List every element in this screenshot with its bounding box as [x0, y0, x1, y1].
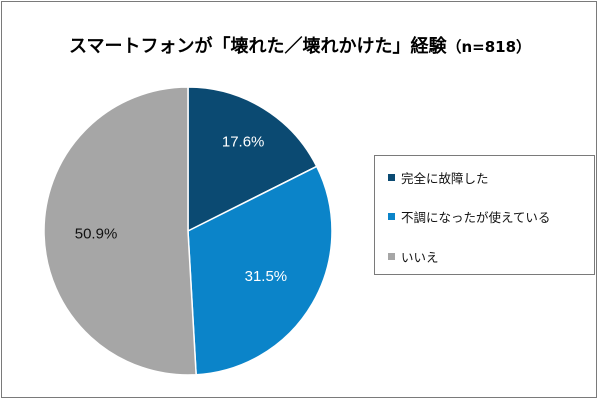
legend-item-2: 不調になったが使えている — [388, 207, 550, 225]
pie-slice-label-2: 31.5% — [245, 268, 288, 285]
pie-slice-3 — [43, 86, 197, 376]
chart-title: スマートフォンが「壊れた／壊れかけた」経験（n=818） — [2, 32, 598, 58]
pie-slice-2 — [187, 165, 333, 376]
chart-legend: 完全に故障した不調になったが使えている いいえ — [374, 155, 595, 275]
legend-label-3: いいえ — [401, 249, 439, 265]
legend-swatch-2 — [388, 212, 395, 220]
legend-item-3: いいえ — [388, 247, 439, 265]
chart-title-sample-size: （n=818） — [446, 38, 532, 56]
pie-slice-1 — [187, 86, 318, 233]
legend-swatch-1 — [388, 173, 395, 181]
legend-label-2: 不調になったが使えている — [401, 209, 551, 225]
legend-swatch-3 — [388, 252, 395, 260]
legend-label-1: 完全に故障した — [401, 170, 489, 186]
legend-item-1: 完全に故障した — [388, 168, 489, 186]
chart-title-text: スマートフォンが「壊れた／壊れかけた」経験 — [68, 36, 447, 57]
pie-slice-label-1: 17.6% — [222, 134, 265, 151]
pie-slice-label-3: 50.9% — [75, 226, 118, 243]
